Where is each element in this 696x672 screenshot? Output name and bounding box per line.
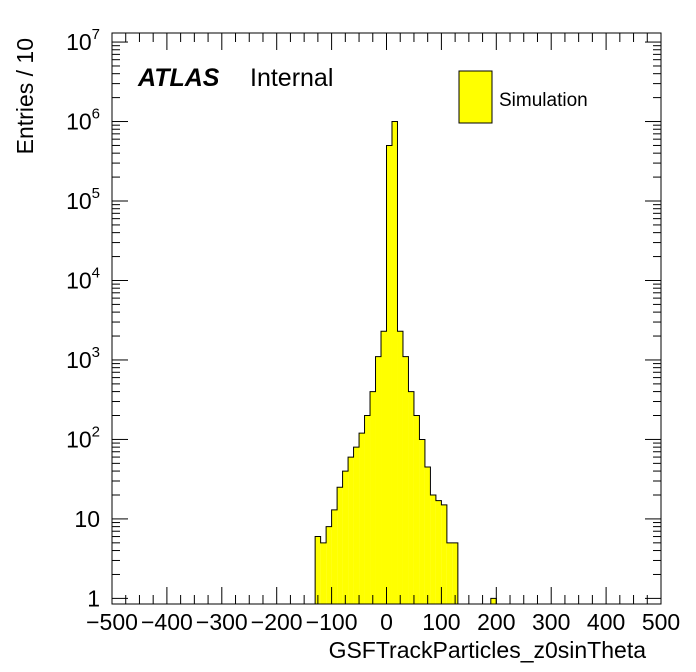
y-tick-label: 103	[66, 344, 100, 373]
x-tick-label: −100	[306, 609, 358, 635]
histogram-bar	[430, 494, 436, 604]
histogram-outline	[314, 121, 497, 605]
histogram-bar	[364, 415, 371, 604]
x-tick-label: 300	[532, 609, 570, 635]
histogram-bar	[419, 439, 425, 604]
x-tick-label: 500	[642, 609, 680, 635]
histogram-bar	[391, 121, 398, 604]
x-tick-label: −500	[86, 609, 138, 635]
y-tick-label: 107	[66, 26, 100, 55]
histogram-bar	[342, 471, 349, 604]
histogram-bar	[359, 433, 365, 604]
histogram-bar	[441, 504, 447, 604]
x-tick-label: −200	[251, 609, 303, 635]
histogram-bar	[435, 500, 442, 604]
y-tick-label: 104	[66, 264, 100, 293]
atlas-label: ATLAS	[137, 64, 220, 92]
histogram-bar	[353, 447, 360, 604]
x-tick-label: 0	[380, 609, 393, 635]
x-tick-label: 200	[477, 609, 515, 635]
axes: −500 −400 −300 −200 −100 0 100 200 300 400 500 1 10 1…	[66, 26, 680, 635]
histogram-bar	[408, 391, 414, 604]
histogram-bar	[386, 145, 392, 604]
internal-label: Internal	[250, 64, 333, 92]
histogram-bar	[320, 542, 327, 604]
y-tick-label: 102	[66, 423, 100, 452]
x-tick-label: 100	[422, 609, 460, 635]
histogram-bar	[348, 457, 354, 604]
legend-swatch	[458, 70, 493, 124]
histogram-bar	[337, 487, 343, 604]
y-tick-label: 10	[74, 506, 100, 532]
histogram-bar	[326, 526, 332, 604]
legend-entry-simulation: Simulation	[499, 90, 588, 111]
histogram-bar	[402, 356, 409, 604]
histogram-bar	[315, 536, 321, 604]
x-axis-label: GSFTrackParticles_z0sinTheta	[329, 637, 647, 663]
y-axis-label: Entries / 10	[12, 38, 38, 154]
histogram-bar	[331, 509, 338, 604]
y-tick-label: 106	[66, 106, 100, 135]
histogram-bar	[375, 356, 382, 604]
y-tick-label: 1	[87, 585, 100, 611]
histogram-bars	[314, 121, 497, 605]
histogram-bar	[381, 331, 387, 604]
x-tick-label: 400	[587, 609, 625, 635]
histogram-bar	[413, 415, 420, 604]
histogram-bar	[490, 598, 497, 604]
histogram-bar	[452, 542, 458, 604]
x-tick-label: −400	[141, 609, 193, 635]
histogram-bar	[397, 331, 403, 604]
histogram-bar	[424, 466, 431, 604]
x-tick-label: −300	[196, 609, 248, 635]
histogram-bar	[370, 391, 376, 604]
y-tick-label: 105	[66, 185, 100, 214]
histogram-bar	[446, 542, 453, 604]
